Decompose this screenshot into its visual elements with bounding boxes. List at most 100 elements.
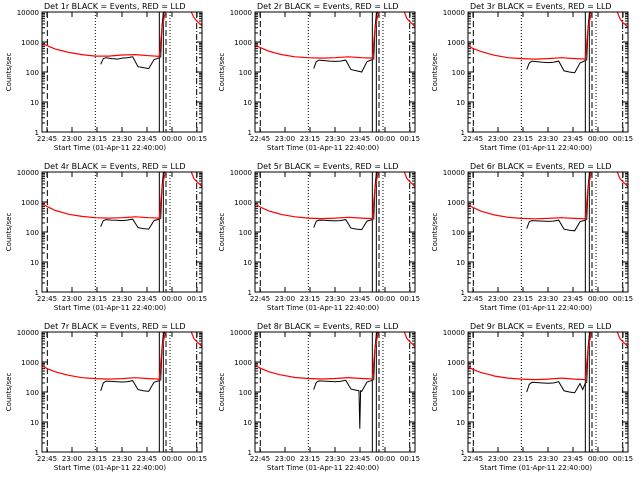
x-tick-label: 23:45 — [563, 295, 583, 303]
y-tick-label: 100 — [452, 229, 465, 237]
y-axis-label: Counts/sec — [5, 373, 13, 412]
x-tick-label: 00:15 — [613, 295, 633, 303]
x-tick-label: 23:30 — [325, 295, 345, 303]
x-tick-label: 00:00 — [162, 135, 182, 143]
x-tick-label: 22:45 — [37, 135, 57, 143]
events-series-line — [100, 218, 160, 230]
y-tick-label: 10000 — [443, 9, 465, 17]
chart-title: Det 2r BLACK = Events, RED = LLD — [257, 2, 399, 11]
y-tick-label: 100 — [26, 229, 39, 237]
chart-panel: Det 1r BLACK = Events, RED = LLD Counts/s… — [5, 2, 207, 152]
plot-frame — [254, 171, 416, 293]
lld-series-line — [616, 12, 628, 29]
events-series-line — [313, 219, 373, 231]
lld-series-line — [42, 12, 167, 58]
events-series-line — [526, 381, 586, 394]
y-tick-label: 1 — [461, 289, 465, 297]
x-tick-label: 23:15 — [300, 455, 320, 463]
x-tick-label: 23:15 — [87, 295, 107, 303]
events-series-line — [526, 219, 586, 232]
x-tick-label: 23:15 — [513, 295, 533, 303]
events-series-line — [586, 332, 592, 384]
chart-panel: Det 5r BLACK = Events, RED = LLD Counts/s… — [218, 162, 420, 312]
plot-area — [42, 172, 202, 292]
x-tick-label: 23:15 — [513, 455, 533, 463]
events-series-line — [100, 56, 160, 70]
chart-panel: Det 3r BLACK = Events, RED = LLD Counts/s… — [431, 2, 633, 152]
x-tick-label: 00:15 — [400, 295, 420, 303]
lld-series-line — [403, 172, 415, 188]
x-axis-label: Start Time (01-Apr-11 22:40:00) — [480, 464, 592, 472]
x-tick-label: 23:00 — [62, 455, 82, 463]
y-axis-label: Counts/sec — [218, 213, 226, 252]
events-series-line — [100, 380, 160, 392]
x-tick-label: 23:00 — [275, 135, 295, 143]
x-tick-label: 23:45 — [350, 135, 370, 143]
plot-frame — [254, 331, 416, 453]
events-series-line — [526, 60, 586, 74]
plot-frame — [254, 11, 416, 133]
lld-series-line — [616, 172, 628, 188]
plot-area — [42, 332, 202, 452]
x-tick-label: 00:00 — [375, 135, 395, 143]
y-tick-label: 1000 — [234, 39, 252, 47]
y-tick-label: 10000 — [443, 329, 465, 337]
x-tick-label: 23:00 — [488, 455, 508, 463]
x-axis-label: Start Time (01-Apr-11 22:40:00) — [480, 144, 592, 152]
y-tick-label: 1000 — [234, 199, 252, 207]
x-tick-label: 23:30 — [538, 135, 558, 143]
x-tick-label: 00:00 — [162, 455, 182, 463]
x-tick-label: 22:45 — [250, 455, 270, 463]
y-tick-label: 100 — [239, 229, 252, 237]
lld-series-line — [255, 12, 380, 59]
x-tick-label: 23:30 — [538, 455, 558, 463]
y-tick-label: 10 — [30, 419, 39, 427]
lld-series-line — [190, 172, 202, 188]
plot-frame — [41, 11, 203, 133]
events-series-line — [586, 172, 592, 221]
chart-panel: Det 4r BLACK = Events, RED = LLD Counts/s… — [5, 162, 207, 312]
plot-frame — [467, 171, 629, 293]
lld-series-line — [255, 172, 380, 220]
y-tick-label: 1 — [248, 449, 252, 457]
chart-panel: Det 2r BLACK = Events, RED = LLD Counts/s… — [218, 2, 420, 152]
y-axis-label: Counts/sec — [5, 213, 13, 252]
chart-panel: Det 7r BLACK = Events, RED = LLD Counts/s… — [5, 322, 207, 472]
chart-title: Det 3r BLACK = Events, RED = LLD — [470, 2, 612, 11]
y-tick-label: 1000 — [447, 359, 465, 367]
plot-area — [255, 12, 415, 132]
chart-title: Det 8r BLACK = Events, RED = LLD — [257, 322, 399, 331]
x-tick-label: 23:45 — [137, 135, 157, 143]
events-series-line — [313, 379, 373, 429]
chart-title: Det 4r BLACK = Events, RED = LLD — [44, 162, 186, 171]
x-axis-label: Start Time (01-Apr-11 22:40:00) — [54, 464, 166, 472]
chart-panel: Det 8r BLACK = Events, RED = LLD Counts/s… — [218, 322, 420, 472]
events-series-line — [586, 12, 592, 61]
x-tick-label: 22:45 — [463, 295, 483, 303]
y-tick-label: 1000 — [21, 39, 39, 47]
lld-series-line — [255, 332, 380, 380]
x-tick-label: 00:00 — [588, 135, 608, 143]
plot-frame — [467, 11, 629, 133]
x-axis-label: Start Time (01-Apr-11 22:40:00) — [54, 304, 166, 312]
y-tick-label: 1000 — [21, 199, 39, 207]
plot-frame — [467, 331, 629, 453]
events-series-line — [373, 172, 379, 220]
y-axis-label: Counts/sec — [431, 373, 439, 412]
plot-frame — [41, 171, 203, 293]
y-tick-label: 100 — [26, 389, 39, 397]
y-tick-label: 10000 — [443, 169, 465, 177]
x-tick-label: 23:30 — [112, 135, 132, 143]
x-tick-label: 22:45 — [463, 135, 483, 143]
x-tick-label: 00:00 — [588, 295, 608, 303]
x-tick-label: 00:15 — [187, 455, 207, 463]
x-tick-label: 00:15 — [613, 455, 633, 463]
y-axis-label: Counts/sec — [218, 373, 226, 412]
x-tick-label: 00:15 — [613, 135, 633, 143]
y-tick-label: 100 — [239, 69, 252, 77]
y-tick-label: 10 — [30, 259, 39, 267]
y-tick-label: 10 — [243, 419, 252, 427]
lld-series-line — [190, 332, 202, 348]
chart-title: Det 1r BLACK = Events, RED = LLD — [44, 2, 186, 11]
